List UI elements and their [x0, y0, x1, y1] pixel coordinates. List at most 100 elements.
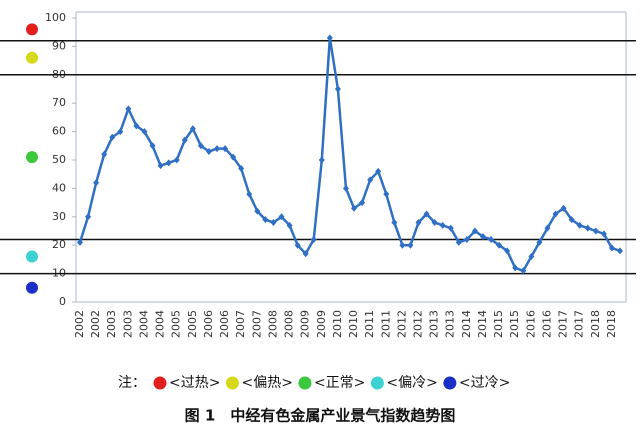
marker [479, 233, 486, 241]
x-tick-label: 2018 [605, 310, 618, 338]
x-tick-label: 2002 [89, 310, 102, 338]
marker [149, 142, 156, 150]
marker [439, 221, 446, 229]
legend-label: <过热> [169, 375, 220, 391]
marker [318, 156, 325, 164]
x-tick-label: 2015 [492, 310, 505, 338]
marker [351, 204, 358, 212]
x-tick-label: 2003 [121, 310, 134, 338]
marker [415, 218, 422, 226]
x-tick-label: 2003 [105, 310, 118, 338]
marker [536, 238, 543, 246]
marker [383, 190, 390, 198]
zone-dot [26, 151, 38, 164]
y-tick-label: 0 [59, 295, 66, 308]
x-tick-label: 2017 [573, 310, 586, 338]
x-tick-label: 2013 [444, 310, 457, 338]
marker [584, 224, 591, 232]
y-tick-label: 60 [52, 125, 66, 138]
marker [165, 159, 172, 167]
legend-dot [153, 376, 167, 390]
legend-dot [370, 376, 384, 390]
x-tick-label: 2012 [395, 310, 408, 338]
zone-dot [26, 23, 38, 36]
marker [197, 142, 204, 150]
marker [294, 241, 301, 249]
marker [367, 176, 374, 184]
line [78, 37, 621, 273]
x-tick-label: 2006 [202, 310, 215, 338]
x-tick-label: 2016 [524, 310, 537, 338]
x-tick-label: 2018 [589, 310, 602, 338]
x-tick-label: 2012 [412, 310, 425, 338]
marker [391, 218, 398, 226]
marker [576, 221, 583, 229]
marker [423, 210, 430, 218]
y-tick-label: 90 [52, 39, 66, 52]
marker [496, 241, 503, 249]
x-tick-label: 2009 [315, 310, 328, 338]
marker [568, 216, 575, 224]
zone-dot [26, 250, 38, 263]
x-tick-label: 2011 [363, 310, 376, 338]
marker [471, 227, 478, 235]
marker [375, 167, 382, 175]
marker [463, 236, 470, 244]
marker [447, 224, 454, 232]
legend-dot [298, 376, 312, 390]
x-tick-label: 2011 [379, 310, 392, 338]
x-tick-label: 2016 [540, 310, 553, 338]
marker [214, 145, 221, 153]
marker [262, 216, 269, 224]
x-tick-label: 2017 [557, 310, 570, 338]
marker [230, 153, 237, 161]
x-tick-label: 2002 [73, 310, 86, 338]
marker [205, 147, 212, 155]
y-tick-label: 40 [52, 181, 66, 194]
zone-dot [26, 51, 38, 64]
x-tick-label: 2009 [299, 310, 312, 338]
marker [528, 253, 535, 261]
marker [246, 190, 253, 198]
x-tick-label: 2007 [250, 310, 263, 338]
marker [512, 264, 519, 272]
y-tick-label: 50 [52, 153, 66, 166]
x-tick-label: 2008 [283, 310, 296, 338]
x-tick-label: 2014 [460, 310, 473, 338]
marker [157, 162, 164, 170]
marker [117, 128, 124, 136]
marker [181, 136, 188, 144]
marker [254, 207, 261, 215]
marker [407, 241, 414, 249]
x-tick-label: 2004 [137, 310, 150, 338]
x-tick-label: 2010 [347, 310, 360, 338]
x-tick-label: 2014 [476, 310, 489, 338]
marker [455, 238, 462, 246]
marker [238, 165, 245, 173]
marker [173, 156, 180, 164]
legend-title: 注： [118, 375, 146, 391]
x-tick-label: 2008 [266, 310, 279, 338]
marker [592, 227, 599, 235]
legend-dot [225, 376, 239, 390]
marker [560, 204, 567, 212]
marker [431, 218, 438, 226]
marker [222, 145, 229, 153]
marker [278, 213, 285, 221]
x-tick-label: 2010 [331, 310, 344, 338]
marker [77, 238, 83, 246]
marker [101, 150, 108, 158]
legend-label: <过冷> [459, 375, 510, 391]
marker [342, 184, 349, 192]
y-tick-label: 70 [52, 96, 66, 109]
marker [520, 267, 527, 275]
x-tick-label: 2013 [428, 310, 441, 338]
marker [399, 241, 406, 249]
marker [544, 224, 551, 232]
marker [286, 221, 293, 229]
marker [270, 218, 277, 226]
x-tick-label: 2007 [234, 310, 247, 338]
marker [133, 122, 140, 130]
marker [93, 179, 100, 187]
